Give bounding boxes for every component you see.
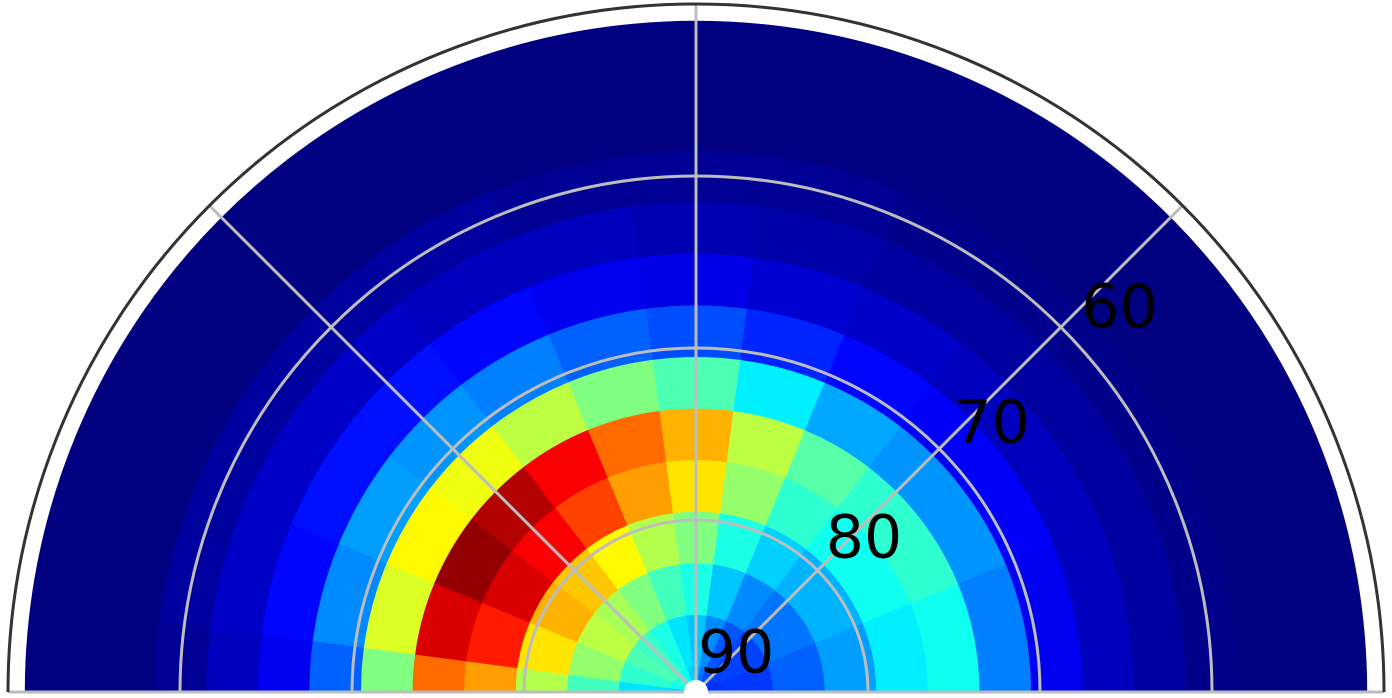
contour-cell (1130, 627, 1187, 693)
contour-cell (1079, 634, 1136, 693)
r-tick-label: 90 (698, 617, 774, 687)
r-tick-label: 80 (826, 502, 902, 572)
grid-spoke (694, 204, 1184, 694)
contour-cell (256, 634, 313, 693)
contour-cell (50, 607, 109, 693)
r-tick-label: 60 (1081, 272, 1157, 342)
grid-spoke (208, 204, 698, 694)
contour-cell (976, 647, 1032, 693)
contour-cell (1283, 607, 1342, 693)
polar-frame (6, 2, 1386, 693)
contour-cell (411, 654, 467, 693)
contour-cell (360, 647, 416, 693)
r-tick-label: 70 (954, 387, 1030, 457)
contour-cell (1232, 614, 1290, 693)
center-hole (684, 680, 708, 698)
contour-cell (102, 614, 160, 693)
contour-cell (205, 627, 262, 693)
